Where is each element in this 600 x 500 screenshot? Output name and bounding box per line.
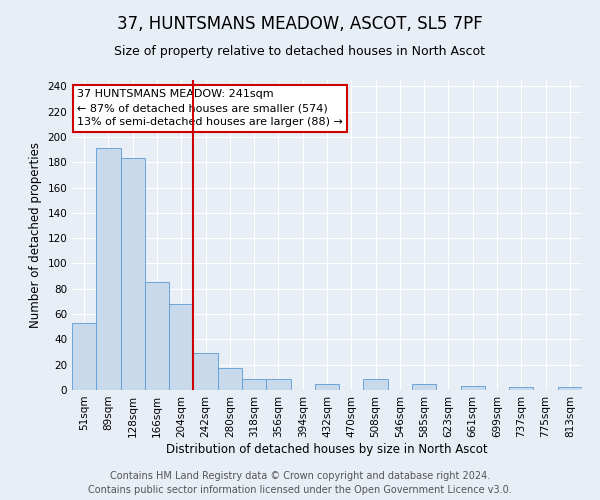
Text: Size of property relative to detached houses in North Ascot: Size of property relative to detached ho… bbox=[115, 45, 485, 58]
Text: 37, HUNTSMANS MEADOW, ASCOT, SL5 7PF: 37, HUNTSMANS MEADOW, ASCOT, SL5 7PF bbox=[117, 15, 483, 33]
Bar bbox=[412, 384, 436, 390]
Bar bbox=[558, 388, 582, 390]
Bar bbox=[315, 384, 339, 390]
X-axis label: Distribution of detached houses by size in North Ascot: Distribution of detached houses by size … bbox=[166, 442, 488, 456]
Bar bbox=[461, 386, 485, 390]
Bar bbox=[509, 388, 533, 390]
Text: Contains HM Land Registry data © Crown copyright and database right 2024.
Contai: Contains HM Land Registry data © Crown c… bbox=[88, 471, 512, 495]
Bar bbox=[145, 282, 169, 390]
Bar bbox=[96, 148, 121, 390]
Bar bbox=[266, 378, 290, 390]
Text: 37 HUNTSMANS MEADOW: 241sqm
← 87% of detached houses are smaller (574)
13% of se: 37 HUNTSMANS MEADOW: 241sqm ← 87% of det… bbox=[77, 90, 343, 128]
Y-axis label: Number of detached properties: Number of detached properties bbox=[29, 142, 42, 328]
Bar bbox=[364, 378, 388, 390]
Bar bbox=[242, 378, 266, 390]
Bar bbox=[121, 158, 145, 390]
Bar bbox=[218, 368, 242, 390]
Bar bbox=[169, 304, 193, 390]
Bar bbox=[72, 323, 96, 390]
Bar bbox=[193, 354, 218, 390]
